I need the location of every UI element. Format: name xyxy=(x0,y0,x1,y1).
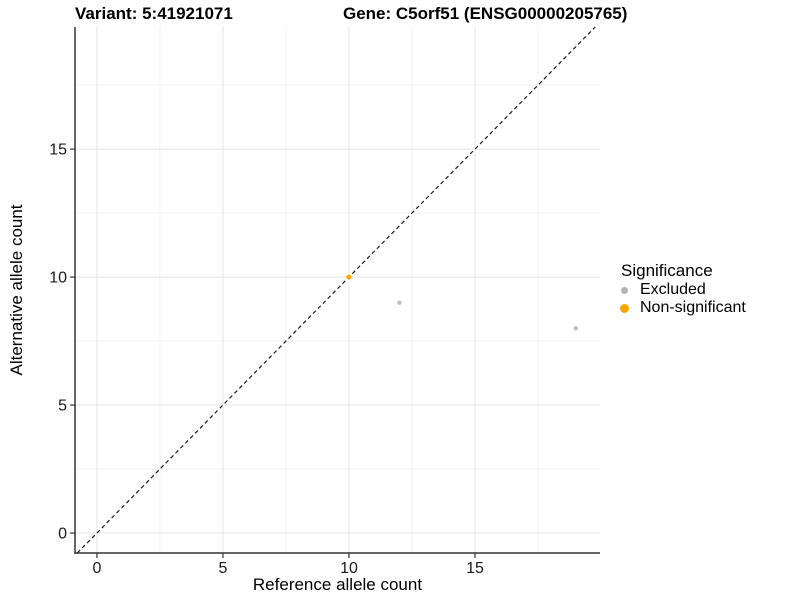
x-tick-label: 0 xyxy=(92,560,101,577)
data-point-excluded xyxy=(573,326,579,331)
variant-title: Variant: 5:41921071 xyxy=(75,4,233,23)
legend-key xyxy=(618,303,630,313)
x-axis-title: Reference allele count xyxy=(253,575,422,594)
identity-line xyxy=(76,26,596,554)
x-tick-label: 5 xyxy=(218,560,227,577)
legend-dot-icon xyxy=(620,286,628,294)
y-tick-label: 15 xyxy=(49,142,67,159)
data-point-excluded xyxy=(397,300,402,305)
legend-dot-icon xyxy=(619,303,629,313)
y-tick-label: 0 xyxy=(58,526,67,543)
legend-label: Non-significant xyxy=(640,299,746,316)
legend-item-excluded: Excluded xyxy=(618,281,746,299)
legend-items: Excluded Non-significant xyxy=(618,281,746,317)
y-tick-label: 5 xyxy=(58,398,67,415)
gene-title: Gene: C5orf51 (ENSG00000205765) xyxy=(343,4,628,23)
x-tick-label: 10 xyxy=(340,560,358,577)
x-tick-label: 15 xyxy=(466,560,484,577)
y-axis-title: Alternative allele count xyxy=(7,204,26,375)
y-tick-label: 10 xyxy=(49,270,67,287)
legend-title: Significance xyxy=(621,261,713,280)
data-point-non-significant xyxy=(346,274,352,280)
legend-key xyxy=(618,286,630,294)
legend-item-non-significant: Non-significant xyxy=(618,299,746,317)
legend-label: Excluded xyxy=(640,281,706,298)
legend: Significance Excluded Non-significant xyxy=(618,261,746,317)
